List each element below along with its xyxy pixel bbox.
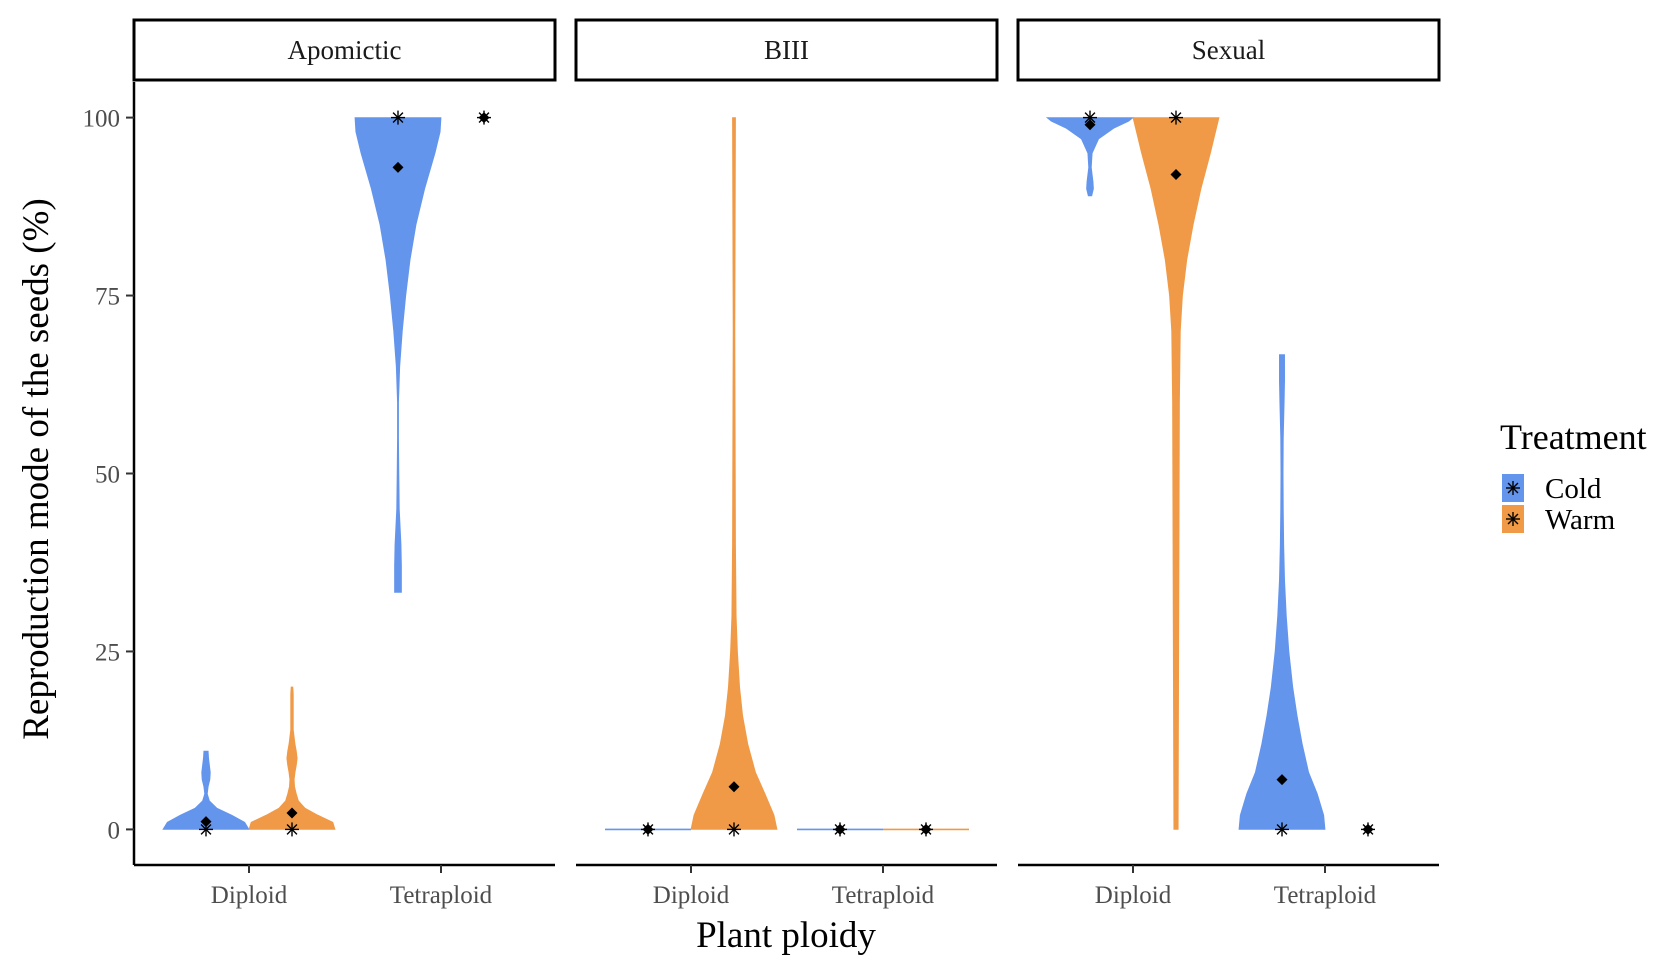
legend-key-marker <box>1506 481 1520 495</box>
legend-entry-warm: Warm <box>1502 504 1616 536</box>
y-tick-label: 0 <box>108 817 121 844</box>
mean-marker <box>200 816 212 828</box>
facet-panel-apomictic: Apomictic Diploid Tetraploid <box>132 18 557 909</box>
x-tick-label: Diploid <box>1095 882 1172 909</box>
legend-title: Treatment <box>1500 417 1647 457</box>
facet-panel-sexual: Sexual Diploid Tetraploid <box>1016 18 1441 909</box>
legend-label: Warm <box>1545 504 1616 536</box>
mean-marker <box>1170 169 1182 181</box>
violin-tetraploid-cold <box>354 117 442 593</box>
violin-diploid-warm <box>690 117 778 830</box>
facet-strip <box>132 18 557 82</box>
x-tick-label: Tetraploid <box>1274 882 1377 909</box>
facet-strip-label: Sexual <box>1192 35 1266 65</box>
facet-strip <box>574 18 999 82</box>
mean-marker <box>728 781 740 793</box>
mean-marker <box>642 823 654 835</box>
mean-marker <box>1084 119 1096 131</box>
mean-marker <box>920 823 932 835</box>
x-tick-label: Tetraploid <box>390 882 493 909</box>
y-tick-label: 100 <box>83 106 121 133</box>
median-marker <box>1083 110 1097 125</box>
y-axis: 0 25 50 75 100 <box>83 82 136 865</box>
legend-entry-cold: Cold <box>1502 473 1602 505</box>
y-tick-label: 25 <box>95 639 120 666</box>
median-marker <box>1275 822 1289 837</box>
violin-diploid-warm <box>248 686 336 830</box>
x-tick-label: Diploid <box>211 882 288 909</box>
x-tick-label: Diploid <box>653 882 730 909</box>
facet-panel-biii: BIII Diploid Tetraploid <box>574 18 999 909</box>
x-tick-label: Tetraploid <box>832 882 935 909</box>
x-axis-title: Plant ploidy <box>696 915 876 956</box>
median-marker <box>1169 110 1183 125</box>
mean-marker <box>478 112 490 124</box>
y-tick-label: 75 <box>95 284 120 311</box>
violin-diploid-cold <box>162 750 250 830</box>
median-marker <box>285 822 299 837</box>
median-marker <box>727 822 741 837</box>
mean-marker <box>834 823 846 835</box>
mean-marker <box>1276 774 1288 786</box>
facet-strip <box>1016 18 1441 82</box>
legend-label: Cold <box>1545 473 1602 505</box>
facet-panels: Apomictic Diploid Tetraploid BIII Diploid Tet… <box>132 18 1441 909</box>
violin-diploid-warm <box>1132 117 1220 830</box>
facet-strip-label: BIII <box>764 35 809 65</box>
mean-marker <box>286 807 298 819</box>
violin-tetraploid-cold <box>1238 354 1326 830</box>
violin-diploid-cold <box>1045 117 1135 197</box>
mean-marker <box>392 161 404 173</box>
y-axis-title: Reproduction mode of the seeds (%) <box>16 198 57 740</box>
mean-marker <box>1362 823 1374 835</box>
facet-strip-label: Apomictic <box>288 35 402 65</box>
legend-key-marker <box>1506 512 1520 526</box>
median-marker <box>391 110 405 125</box>
y-tick-label: 50 <box>95 462 120 489</box>
